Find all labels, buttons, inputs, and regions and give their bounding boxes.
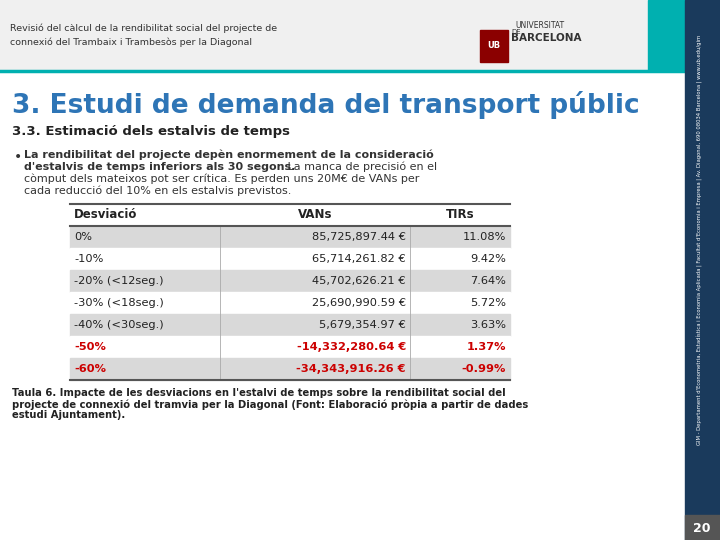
Text: 3.3. Estimació dels estalvis de temps: 3.3. Estimació dels estalvis de temps bbox=[12, 125, 290, 138]
Bar bbox=[685, 0, 720, 540]
Text: VANs: VANs bbox=[298, 208, 332, 221]
Bar bbox=[70, 358, 510, 380]
Text: 45,702,626.21 €: 45,702,626.21 € bbox=[312, 276, 406, 286]
Text: 7.64%: 7.64% bbox=[470, 276, 506, 286]
Text: 20: 20 bbox=[693, 522, 711, 535]
Text: 5,679,354.97 €: 5,679,354.97 € bbox=[319, 320, 406, 330]
Text: estudi Ajuntament).: estudi Ajuntament). bbox=[12, 410, 125, 420]
Text: 85,725,897.44 €: 85,725,897.44 € bbox=[312, 232, 406, 242]
Text: •: • bbox=[14, 150, 22, 164]
Text: -10%: -10% bbox=[74, 254, 104, 264]
Bar bbox=[648, 0, 685, 70]
Text: -34,343,916.26 €: -34,343,916.26 € bbox=[297, 364, 406, 374]
Text: -40% (<30seg.): -40% (<30seg.) bbox=[74, 320, 163, 330]
Text: UNIVERSITAT: UNIVERSITAT bbox=[515, 22, 564, 30]
Bar bbox=[0, 0, 685, 70]
Bar bbox=[480, 30, 508, 62]
Text: cada reducció del 10% en els estalvis previstos.: cada reducció del 10% en els estalvis pr… bbox=[24, 186, 292, 197]
Text: TIRs: TIRs bbox=[446, 208, 474, 221]
Bar bbox=[70, 204, 510, 226]
Text: 3. Estudi de demanda del transport públic: 3. Estudi de demanda del transport públi… bbox=[12, 91, 639, 119]
Text: -50%: -50% bbox=[74, 342, 106, 352]
Text: Taula 6. Impacte de les desviacions en l'estalvi de temps sobre la rendibilitat : Taula 6. Impacte de les desviacions en l… bbox=[12, 388, 505, 398]
Text: DE: DE bbox=[511, 29, 521, 35]
Text: 0%: 0% bbox=[74, 232, 92, 242]
Text: connexió del Trambaix i Trambesòs per la Diagonal: connexió del Trambaix i Trambesòs per la… bbox=[10, 37, 252, 47]
Text: -20% (<12seg.): -20% (<12seg.) bbox=[74, 276, 163, 286]
Text: 25,690,990.59 €: 25,690,990.59 € bbox=[312, 298, 406, 308]
Text: Desviació: Desviació bbox=[74, 208, 138, 221]
Text: 3.63%: 3.63% bbox=[470, 320, 506, 330]
Text: UB: UB bbox=[487, 42, 500, 51]
Text: -14,332,280.64 €: -14,332,280.64 € bbox=[297, 342, 406, 352]
Bar bbox=[70, 292, 510, 314]
Bar bbox=[685, 515, 720, 540]
Bar bbox=[70, 226, 510, 248]
Text: 5.72%: 5.72% bbox=[470, 298, 506, 308]
Text: 11.08%: 11.08% bbox=[463, 232, 506, 242]
Bar bbox=[70, 248, 510, 270]
Text: -30% (<18seg.): -30% (<18seg.) bbox=[74, 298, 163, 308]
Text: projecte de connexió del tramvia per la Diagonal (Font: Elaboració pròpia a part: projecte de connexió del tramvia per la … bbox=[12, 399, 528, 409]
Text: d'estalvis de temps inferiors als 30 segons.: d'estalvis de temps inferiors als 30 seg… bbox=[24, 162, 295, 172]
Text: La manca de precisió en el: La manca de precisió en el bbox=[284, 162, 437, 172]
Text: -60%: -60% bbox=[74, 364, 106, 374]
Text: 1.37%: 1.37% bbox=[467, 342, 506, 352]
Bar bbox=[70, 336, 510, 358]
Text: -0.99%: -0.99% bbox=[462, 364, 506, 374]
Text: 9.42%: 9.42% bbox=[470, 254, 506, 264]
Text: La rendibilitat del projecte depèn enormement de la consideració: La rendibilitat del projecte depèn enorm… bbox=[24, 150, 433, 160]
Text: GIM - Departament d'Econometria, Estadística i Economia Aplicada | Facultat d'Ec: GIM - Departament d'Econometria, Estadís… bbox=[697, 35, 703, 445]
Text: 65,714,261.82 €: 65,714,261.82 € bbox=[312, 254, 406, 264]
Text: còmput dels mateixos pot ser crítica. Es perden uns 20M€ de VANs per: còmput dels mateixos pot ser crítica. Es… bbox=[24, 174, 419, 185]
Bar bbox=[70, 270, 510, 292]
Text: Revisió del càlcul de la rendibilitat social del projecte de: Revisió del càlcul de la rendibilitat so… bbox=[10, 23, 277, 33]
Bar bbox=[70, 314, 510, 336]
Text: BARCELONA: BARCELONA bbox=[511, 33, 582, 43]
